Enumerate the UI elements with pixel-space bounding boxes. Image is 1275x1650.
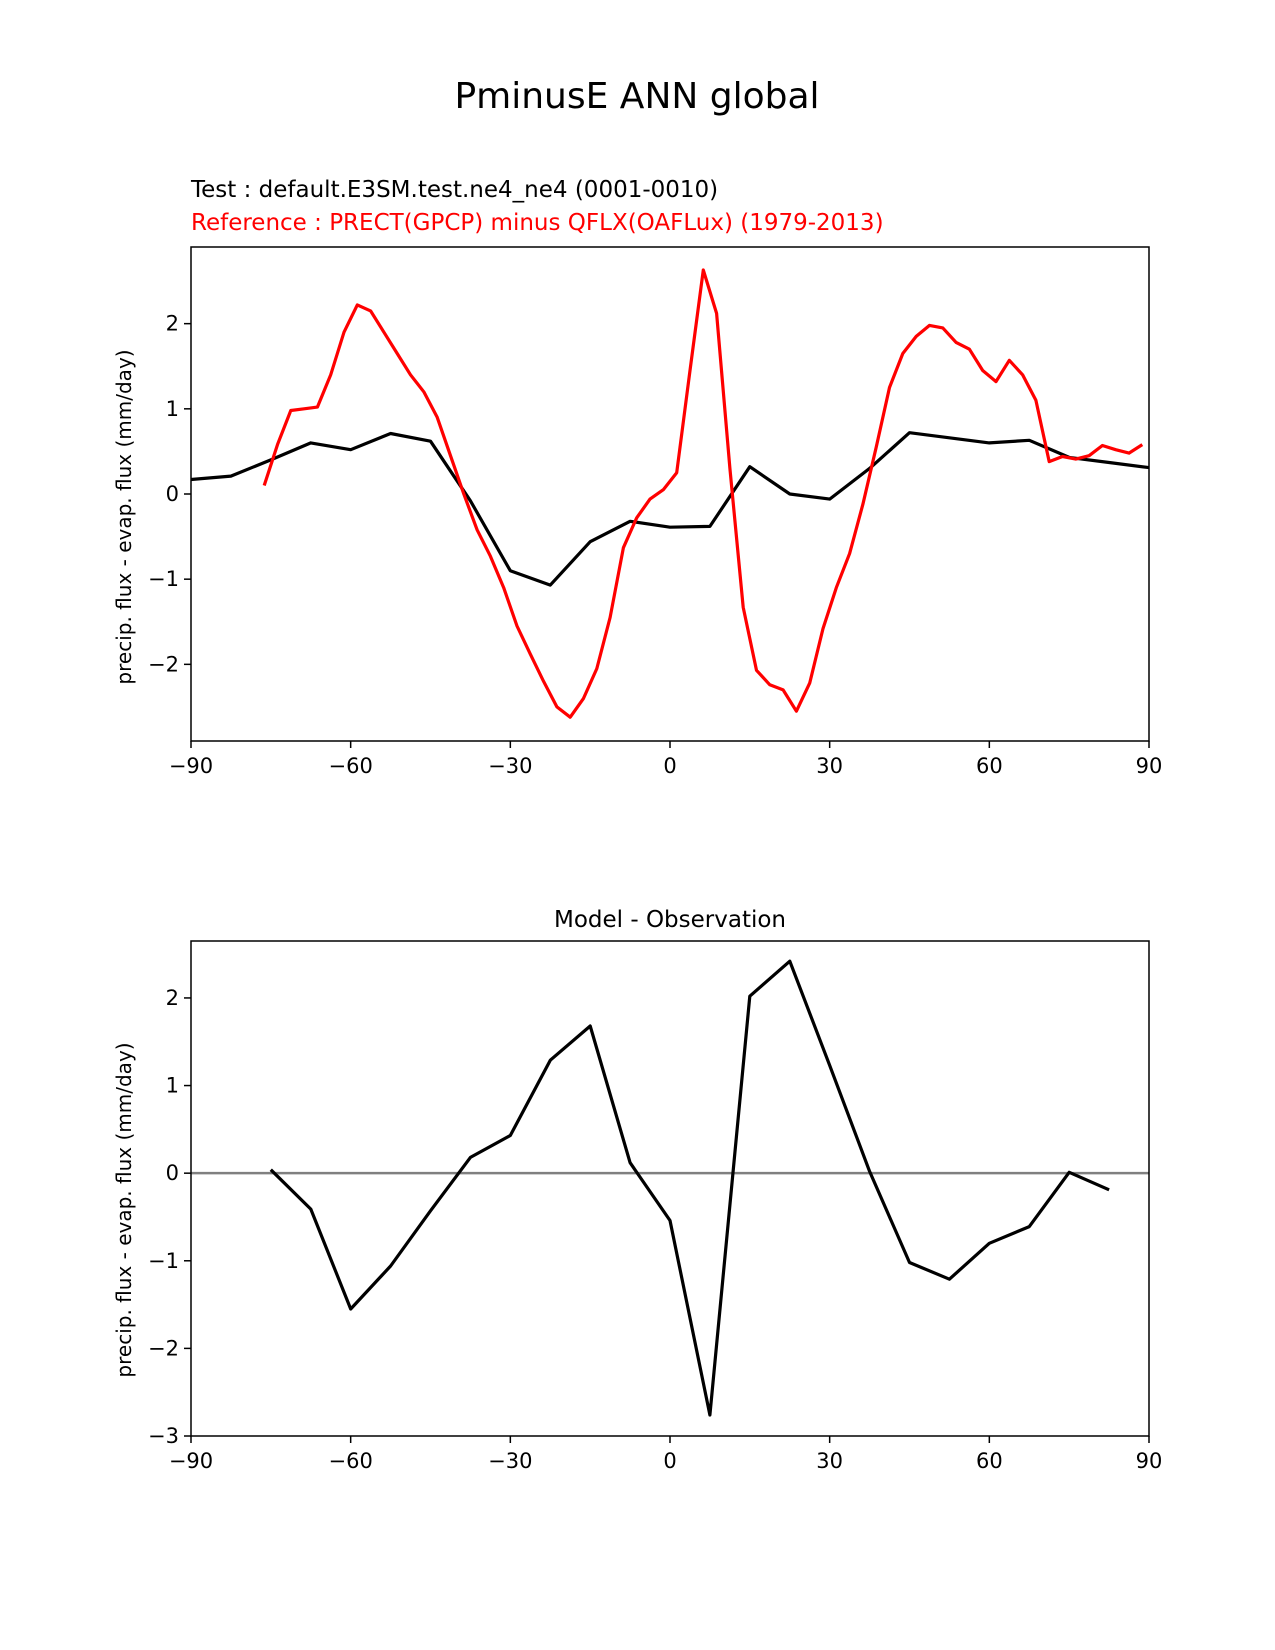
top-y-axis-label: precip. flux - evap. flux (mm/day) (112, 349, 136, 684)
reference-label: Reference : PRECT(GPCP) minus QFLX(OAFLu… (191, 210, 884, 236)
top-x-tick-label: 90 (1136, 754, 1163, 778)
bottom-plot-frame (190, 940, 1150, 1437)
bottom-panel: Model - Observation precip. flux - evap.… (112, 907, 1162, 1473)
top-x-tick-label: −90 (169, 754, 213, 778)
test-label: Test : default.E3SM.test.ne4_ne4 (0001-0… (190, 177, 718, 203)
bottom-panel-title: Model - Observation (554, 907, 786, 933)
bottom-y-tick-label: −3 (148, 1424, 179, 1448)
top-plot-frame (190, 246, 1150, 742)
bottom-y-tick-label: 0 (166, 1161, 179, 1185)
bottom-x-tick-label: 30 (816, 1449, 843, 1473)
bottom-x-tick-label: 60 (976, 1449, 1003, 1473)
top-x-tick-label: 30 (816, 754, 843, 778)
figure-title: PminusE ANN global (454, 76, 819, 117)
bottom-x-tick-label: −90 (169, 1449, 213, 1473)
bottom-x-tick-label: −30 (488, 1449, 532, 1473)
bottom-series-line-difference (269, 959, 1110, 1417)
bottom-y-tick-label: −2 (148, 1336, 179, 1360)
top-y-tick-label: −2 (148, 652, 179, 676)
top-x-tick-label: 0 (663, 754, 676, 778)
top-y-tick-label: 2 (166, 312, 179, 336)
top-panel: Test : default.E3SM.test.ne4_ne4 (0001-0… (112, 177, 1162, 778)
top-y-tick-label: 0 (166, 482, 179, 506)
bottom-y-axis-label: precip. flux - evap. flux (mm/day) (112, 1042, 136, 1377)
bottom-y-tick-label: 1 (166, 1074, 179, 1098)
top-y-tick-label: −1 (148, 567, 179, 591)
bottom-x-tick-label: −60 (329, 1449, 373, 1473)
bottom-y-tick-label: −1 (148, 1249, 179, 1273)
top-x-tick-label: 60 (976, 754, 1003, 778)
top-x-tick-label: −60 (329, 754, 373, 778)
top-y-tick-label: 1 (166, 397, 179, 421)
bottom-x-tick-label: 0 (663, 1449, 676, 1473)
bottom-y-tick-label: 2 (166, 986, 179, 1010)
top-x-tick-label: −30 (488, 754, 532, 778)
bottom-x-tick-label: 90 (1136, 1449, 1163, 1473)
